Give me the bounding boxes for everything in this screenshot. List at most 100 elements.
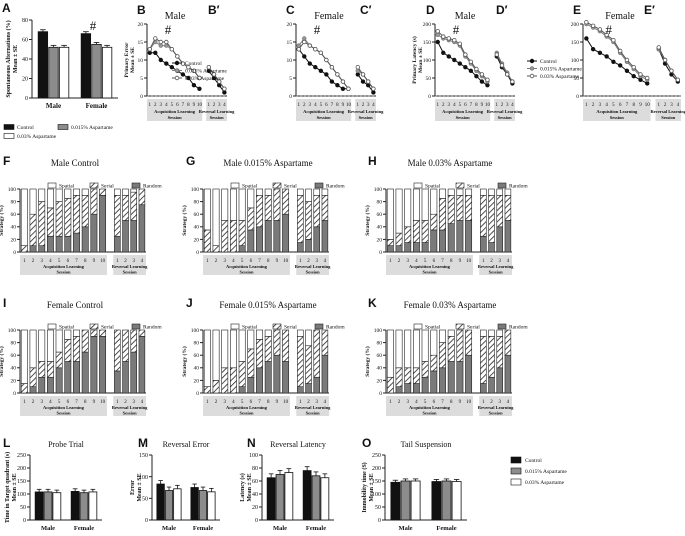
y-tick-label: 0 (23, 518, 26, 524)
strategy-segment (313, 329, 320, 378)
strategy-segment (504, 354, 512, 394)
x-tick-label: 3 (498, 400, 501, 405)
strategy-segment (114, 188, 121, 196)
x-tick-label: 1 (299, 400, 302, 405)
y-tick-label: 100 (374, 187, 383, 193)
data-point (324, 72, 329, 77)
data-point (302, 54, 307, 59)
y-tick-label: 40 (194, 366, 200, 372)
strategy-segment (480, 195, 487, 237)
x-tick-label: 4 (232, 259, 235, 264)
session-label: Session (317, 115, 332, 120)
series-line-acq (298, 41, 349, 90)
data-point (169, 64, 175, 70)
strategy-segment (488, 376, 495, 394)
strategy-segment (447, 223, 455, 253)
strategy-segment (305, 188, 312, 202)
x-tick-label: 3 (40, 259, 43, 264)
strategy-segment (46, 329, 54, 362)
reversal-label: Reversal Learning (348, 109, 384, 114)
data-point (485, 77, 490, 82)
x-category-label: Male (46, 102, 61, 110)
strategy-segment (496, 329, 503, 337)
strategy-segment (465, 220, 473, 253)
data-point (191, 68, 197, 73)
strategy-segment (55, 188, 63, 202)
x-tick-label: 4 (314, 103, 317, 108)
strategy-segment (38, 376, 46, 394)
session-label: Session (489, 270, 504, 275)
series-line-acq (586, 23, 648, 81)
session-label: Session (422, 411, 437, 416)
x-tick-label: 2 (442, 103, 445, 108)
data-point (590, 23, 596, 28)
data-point (302, 36, 307, 41)
strategy-segment (504, 220, 512, 253)
x-tick-label: 4 (605, 103, 608, 108)
bar (320, 477, 330, 521)
strategy-segment (447, 188, 455, 196)
bar (266, 477, 276, 521)
legend-label: 0.015% Aspartame (540, 67, 582, 73)
bar (390, 481, 401, 521)
session-label: Session (123, 270, 138, 275)
x-tick-label: 6 (176, 103, 179, 108)
y-tick-label: 80 (252, 466, 258, 472)
x-tick-label: 2 (664, 103, 667, 108)
y-tick-label: 15 (287, 40, 293, 46)
strategy-segment (297, 188, 304, 196)
x-tick-label: 1 (116, 400, 119, 405)
panel-label: A (2, 1, 11, 15)
strategy-segment (29, 213, 37, 246)
strategy-segment (247, 188, 255, 209)
strategy-segment (273, 188, 281, 221)
x-tick-label: 5 (171, 103, 174, 108)
chart-title: Male Control (51, 158, 100, 168)
strategy-segment (238, 245, 246, 253)
x-tick-label: 8 (84, 400, 87, 405)
strategy-segment (456, 361, 464, 394)
strategy-segment (64, 339, 72, 362)
x-tick-label: 3 (448, 103, 451, 108)
legend-swatch (3, 133, 15, 139)
y-tick-label: 20 (194, 237, 200, 243)
y-tick-label: 60 (252, 479, 258, 485)
strategy-segment (297, 242, 304, 253)
x-tick-label: 4 (49, 400, 52, 405)
strategy-segment (447, 195, 455, 224)
strategy-segment (20, 329, 28, 384)
x-tick-label: 2 (215, 400, 218, 405)
x-tick-label: 1 (357, 103, 360, 108)
legend-swatch (510, 467, 522, 475)
y-tick-label: 40 (377, 366, 383, 372)
legend-label: 0.015% Aspartame (185, 69, 227, 75)
bar (275, 474, 285, 521)
x-tick-label: 10 (645, 103, 651, 108)
data-point (158, 43, 163, 48)
data-point (147, 47, 152, 52)
acquisition-box (20, 396, 107, 416)
strategy-segment (321, 220, 329, 253)
legend-label: Spatial (242, 184, 258, 190)
y-axis-label: Spontaneous Alternations (%) (5, 20, 12, 97)
strategy-segment (81, 329, 89, 353)
data-point (335, 72, 340, 77)
x-tick-label: 5 (424, 259, 427, 264)
acquisition-label: Acquisition Learning (226, 264, 268, 269)
strategy-segment (256, 329, 263, 340)
x-tick-label: 1 (206, 259, 209, 264)
data-point (318, 50, 324, 55)
x-tick-label: 6 (464, 103, 467, 108)
y-tick-label: 20 (138, 22, 144, 28)
x-tick-label: 9 (459, 400, 462, 405)
session-label: Session (168, 115, 183, 120)
panel-label: E (573, 3, 581, 17)
data-point (446, 36, 451, 41)
x-tick-label: 2 (307, 259, 310, 264)
chart-title: Reversal Latency (270, 440, 326, 449)
acquisition-box (583, 99, 651, 121)
x-tick-label: 7 (258, 259, 261, 264)
strategy-segment (404, 242, 412, 253)
y-tick-label: 80 (377, 341, 383, 347)
strategy-segment (99, 188, 107, 196)
